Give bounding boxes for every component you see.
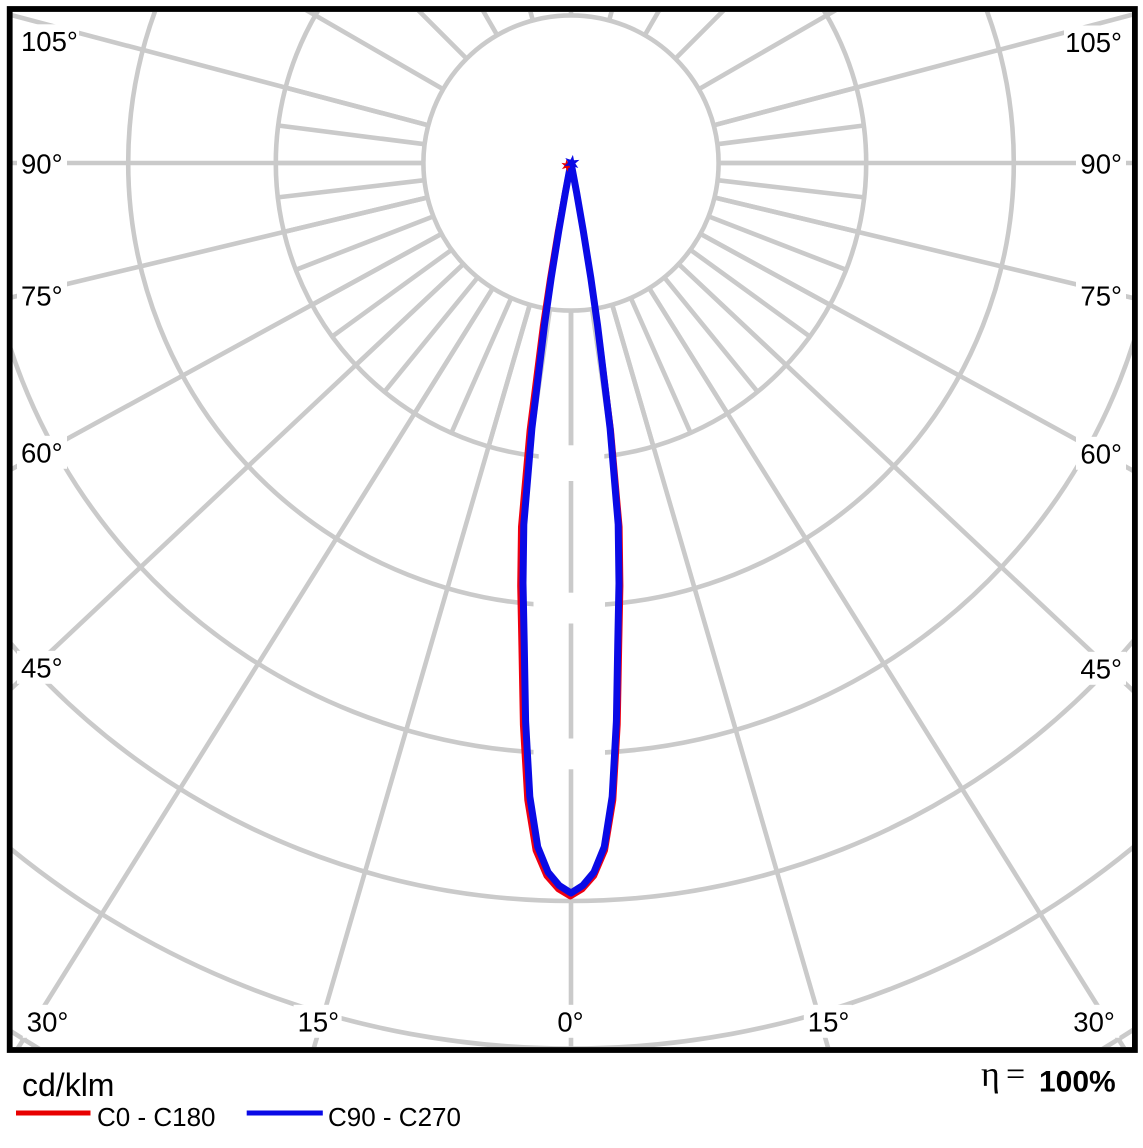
svg-text:75°: 75° — [21, 280, 63, 311]
svg-text:30°: 30° — [27, 1006, 69, 1037]
svg-text:C90 - C270: C90 - C270 — [328, 1102, 461, 1132]
svg-text:30°: 30° — [1073, 1006, 1115, 1037]
svg-text:45°: 45° — [1080, 653, 1122, 684]
svg-text:45°: 45° — [21, 652, 63, 683]
svg-text:105°: 105° — [1065, 27, 1122, 58]
svg-text:15°: 15° — [808, 1006, 850, 1037]
svg-text:15°: 15° — [298, 1006, 340, 1037]
svg-text:75°: 75° — [1080, 280, 1122, 311]
svg-text:100%: 100% — [1039, 1066, 1116, 1099]
svg-text:90°: 90° — [1080, 148, 1122, 179]
svg-text:105°: 105° — [21, 26, 78, 57]
svg-text:cd/klm: cd/klm — [22, 1067, 114, 1103]
svg-text:=: = — [1006, 1056, 1025, 1093]
svg-text:60°: 60° — [1080, 438, 1122, 469]
svg-text:90°: 90° — [21, 148, 63, 179]
svg-text:C0 - C180: C0 - C180 — [97, 1102, 216, 1132]
svg-text:η: η — [981, 1054, 1000, 1094]
svg-text:60°: 60° — [21, 437, 63, 468]
svg-text:0°: 0° — [557, 1006, 583, 1037]
